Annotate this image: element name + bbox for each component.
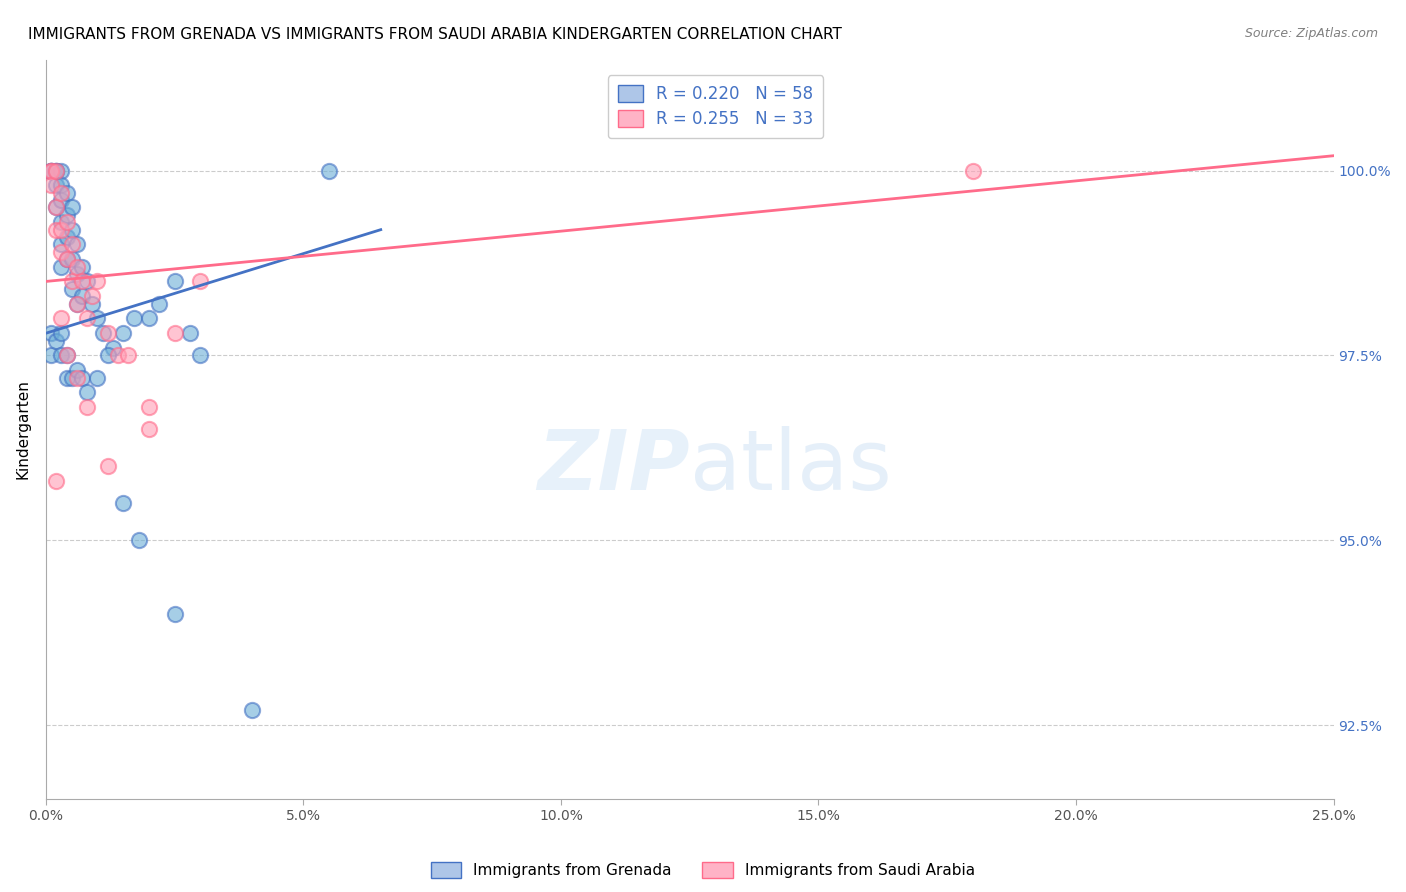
Point (60, 275, 83, 289)
Point (86, 275, 108, 289)
Text: IMMIGRANTS FROM GRENADA VS IMMIGRANTS FROM SAUDI ARABIA KINDERGARTEN CORRELATION: IMMIGRANTS FROM GRENADA VS IMMIGRANTS FR… (28, 27, 842, 42)
Point (55, 370, 77, 384)
Point (117, 348, 139, 362)
Point (240, 703, 263, 717)
Point (66, 296, 89, 310)
Point (190, 275, 212, 289)
Point (51, 260, 73, 274)
Point (66, 260, 89, 274)
Point (51, 311, 73, 326)
Point (51, 186, 73, 200)
Point (51, 326, 73, 341)
Point (39, 163, 62, 178)
Point (51, 215, 73, 229)
Point (66, 370, 89, 384)
Y-axis label: Kindergarten: Kindergarten (15, 379, 30, 479)
Point (86, 370, 108, 384)
Point (60, 282, 83, 296)
Point (51, 178, 73, 193)
Point (76, 400, 98, 414)
Point (55, 252, 77, 267)
Point (39, 326, 62, 341)
Point (39, 348, 62, 362)
Point (190, 348, 212, 362)
Point (55, 230, 77, 244)
Point (97, 459, 120, 474)
Point (51, 244, 73, 259)
Point (55, 208, 77, 222)
Point (66, 267, 89, 281)
Point (101, 341, 124, 355)
Point (60, 222, 83, 236)
Point (107, 348, 129, 362)
Point (39, 163, 62, 178)
Point (70, 370, 93, 384)
Point (55, 186, 77, 200)
Point (45, 334, 67, 348)
Point (66, 296, 89, 310)
Point (97, 326, 120, 341)
Point (55, 252, 77, 267)
Legend: Immigrants from Grenada, Immigrants from Saudi Arabia: Immigrants from Grenada, Immigrants from… (425, 856, 981, 884)
Point (163, 275, 186, 289)
Point (39, 163, 62, 178)
Point (70, 260, 93, 274)
Point (39, 163, 62, 178)
Point (163, 326, 186, 341)
Point (45, 201, 67, 215)
Point (39, 163, 62, 178)
Point (76, 275, 98, 289)
Text: atlas: atlas (690, 425, 891, 507)
Point (60, 237, 83, 252)
Point (66, 363, 89, 377)
Point (45, 474, 67, 488)
Point (112, 326, 135, 341)
Point (82, 296, 104, 310)
Point (138, 422, 160, 436)
Point (55, 348, 77, 362)
Point (163, 607, 186, 622)
Point (148, 296, 170, 310)
Point (45, 163, 67, 178)
Point (45, 163, 67, 178)
Point (318, 163, 340, 178)
Point (962, 163, 984, 178)
Point (51, 163, 73, 178)
Point (55, 348, 77, 362)
Point (45, 201, 67, 215)
Point (86, 311, 108, 326)
Point (70, 289, 93, 303)
Point (60, 201, 83, 215)
Point (82, 289, 104, 303)
Point (60, 370, 83, 384)
Point (51, 348, 73, 362)
Point (60, 252, 83, 267)
Point (97, 348, 120, 362)
Point (179, 326, 201, 341)
Point (76, 385, 98, 400)
Point (39, 178, 62, 193)
Text: ZIP: ZIP (537, 425, 690, 507)
Point (128, 533, 150, 548)
Point (39, 163, 62, 178)
Point (45, 163, 67, 178)
Point (112, 496, 135, 510)
Point (45, 178, 67, 193)
Point (138, 311, 160, 326)
Point (122, 311, 145, 326)
Point (51, 193, 73, 207)
Point (66, 237, 89, 252)
Point (51, 237, 73, 252)
Point (55, 215, 77, 229)
Text: Source: ZipAtlas.com: Source: ZipAtlas.com (1244, 27, 1378, 40)
Point (91, 326, 114, 341)
Point (51, 222, 73, 236)
Point (45, 163, 67, 178)
Point (70, 275, 93, 289)
Point (138, 400, 160, 414)
Point (45, 222, 67, 236)
Legend: R = 0.220   N = 58, R = 0.255   N = 33: R = 0.220 N = 58, R = 0.255 N = 33 (607, 75, 824, 138)
Point (76, 311, 98, 326)
